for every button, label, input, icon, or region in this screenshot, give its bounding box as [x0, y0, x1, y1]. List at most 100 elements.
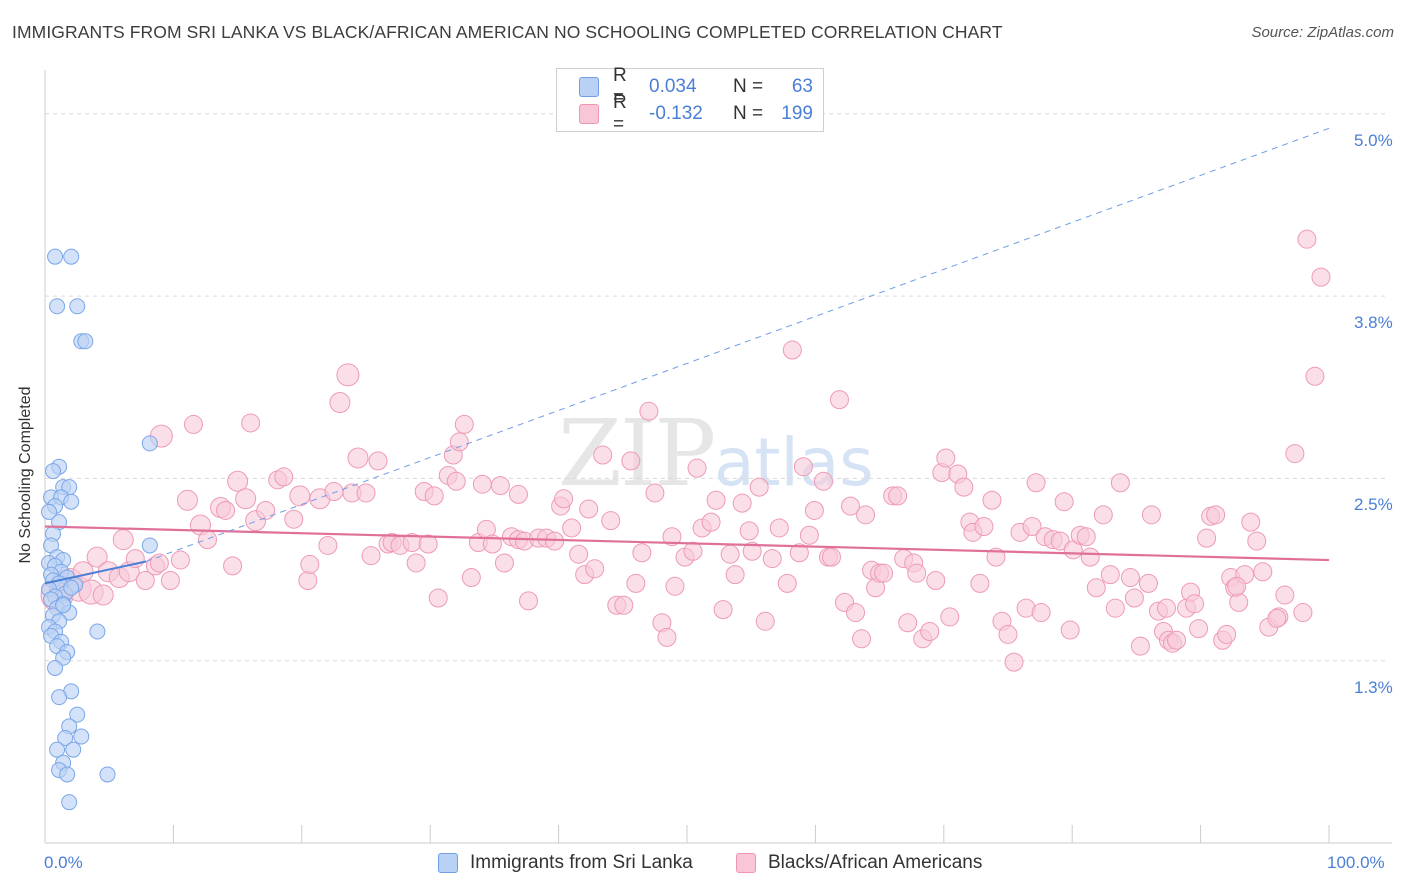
pink-point	[713, 600, 733, 620]
pink-point	[508, 484, 528, 504]
blue-point	[57, 729, 74, 746]
pink-point	[1110, 473, 1130, 493]
y-tick-label: 5.0%	[1354, 130, 1393, 150]
pink-point	[324, 482, 344, 502]
x-tick-label-right: 100.0%	[1327, 853, 1385, 872]
pink-point	[554, 489, 574, 509]
blue-point	[63, 579, 80, 596]
pink-point	[494, 553, 514, 573]
pink-point	[1050, 531, 1070, 551]
chart-title: IMMIGRANTS FROM SRI LANKA VS BLACK/AFRIC…	[12, 22, 1003, 42]
pink-point	[235, 488, 257, 510]
blue-point	[61, 794, 78, 811]
blue-point	[69, 706, 86, 723]
trend-lines	[44, 127, 1330, 585]
pink-trend-line	[44, 525, 1330, 562]
axes	[44, 70, 1392, 844]
pink-point	[621, 451, 641, 471]
pink-point	[1080, 547, 1100, 567]
pink-point	[289, 485, 311, 507]
pink-point	[1054, 492, 1074, 512]
blue-point	[45, 463, 62, 480]
pink-point	[406, 553, 426, 573]
pink-point	[755, 611, 775, 631]
pink-point	[318, 535, 338, 555]
pink-point	[112, 529, 134, 551]
blue-point	[77, 333, 94, 350]
pink-point	[1305, 366, 1325, 386]
legend-n-key: N =	[733, 76, 764, 97]
pink-point	[176, 489, 198, 511]
pink-point	[1197, 528, 1217, 548]
pink-point	[1138, 573, 1158, 593]
pink-point	[789, 543, 809, 563]
blue-point	[47, 659, 64, 676]
pink-point	[428, 588, 448, 608]
legend-r-key: R =	[613, 92, 627, 135]
pink-point	[519, 591, 539, 611]
blue-point	[141, 435, 158, 452]
pink-point	[940, 607, 960, 627]
blue-point	[141, 537, 158, 554]
pink-point	[986, 547, 1006, 567]
pink-point	[841, 496, 861, 516]
pink-point	[1285, 444, 1305, 464]
pink-point	[361, 546, 381, 566]
pink-point	[329, 392, 351, 414]
pink-point	[1031, 603, 1051, 623]
pink-point	[1093, 505, 1113, 525]
series-legend-item-pink[interactable]: Blacks/African Americans	[736, 852, 982, 874]
pink-point	[593, 445, 613, 465]
pink-point	[777, 573, 797, 593]
pink-point	[1060, 620, 1080, 640]
pink-point	[742, 541, 762, 561]
pink-point	[490, 476, 510, 496]
blue-point	[59, 766, 76, 783]
pink-point	[545, 531, 565, 551]
pink-point	[1167, 630, 1187, 650]
pink-point	[300, 554, 320, 574]
pink-point	[762, 549, 782, 569]
pink-point	[601, 511, 621, 531]
legend-r-key: R =	[613, 65, 627, 108]
pink-point	[1100, 565, 1120, 585]
blue-point	[49, 298, 66, 315]
pink-point	[846, 603, 866, 623]
legend-n-key: N =	[733, 103, 764, 124]
blue-point	[99, 766, 116, 783]
pink-point	[645, 483, 665, 503]
pink-point	[804, 500, 824, 520]
pink-point	[1267, 608, 1287, 628]
pink-point	[585, 559, 605, 579]
series-legend-item-blue[interactable]: Immigrants from Sri Lanka	[438, 852, 693, 874]
pink-point	[149, 553, 169, 573]
legend-r-value: -0.132	[649, 103, 703, 124]
pink-point	[1105, 598, 1125, 618]
series-legend-swatch-pink	[736, 853, 756, 873]
pink-point	[1247, 531, 1267, 551]
pink-point	[1124, 588, 1144, 608]
pink-point	[829, 390, 849, 410]
pink-point	[970, 573, 990, 593]
pink-series-points	[40, 229, 1331, 672]
pink-point	[614, 595, 634, 615]
pink-point	[1297, 229, 1317, 249]
pink-point	[482, 534, 502, 554]
legend-n-value: 63	[791, 76, 813, 97]
pink-point	[998, 624, 1018, 644]
pink-point	[1217, 624, 1237, 644]
x-tick-label-left: 0.0%	[44, 853, 83, 872]
pink-point	[665, 576, 685, 596]
pink-point	[1293, 603, 1313, 623]
series-legend-label: Immigrants from Sri Lanka	[470, 852, 693, 873]
pink-point	[461, 568, 481, 588]
pink-point	[821, 547, 841, 567]
pink-point	[569, 544, 589, 564]
pink-point	[183, 414, 203, 434]
pink-point	[216, 500, 236, 520]
pink-point	[898, 613, 918, 633]
pink-point	[227, 470, 249, 492]
pink-point	[749, 477, 769, 497]
pink-point	[256, 500, 276, 520]
pink-point	[926, 570, 946, 590]
